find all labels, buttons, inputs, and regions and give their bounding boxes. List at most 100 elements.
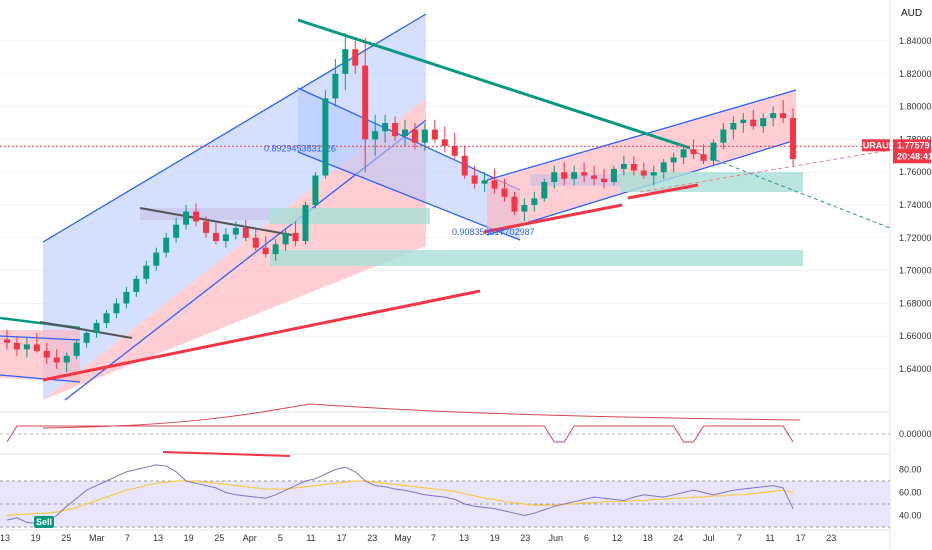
candle-body — [83, 332, 90, 343]
candle-body — [411, 129, 418, 143]
candle-body — [660, 162, 667, 173]
channel-red-fill — [43, 98, 426, 400]
x-tick-label: 13 — [0, 533, 10, 543]
candle-body — [212, 232, 219, 242]
candle-body — [670, 157, 677, 163]
left-upper-line — [0, 335, 81, 341]
candle-body — [332, 73, 339, 99]
candle-body — [780, 113, 787, 119]
candle-body — [302, 205, 309, 242]
y-tick-label: 1.76000 — [899, 167, 932, 177]
rsi-line — [6, 464, 794, 525]
x-tick-label: 23 — [367, 533, 377, 543]
sell-signal-badge — [34, 516, 54, 528]
candle-body — [13, 342, 20, 350]
candle-body — [203, 221, 209, 233]
candle-body — [143, 265, 150, 279]
candle-body — [541, 182, 548, 199]
candle-body — [272, 244, 279, 255]
candle-body — [402, 129, 408, 137]
candle-body — [242, 227, 249, 238]
fib-label: 0.908350017702987 — [452, 227, 535, 237]
trendline-dashed-teal — [689, 149, 891, 229]
candle-body — [362, 65, 369, 140]
candle-body — [372, 131, 379, 140]
rsi-tick-label: 40.00 — [899, 511, 922, 521]
x-tick-label: Jun — [549, 533, 564, 543]
candle-body — [23, 344, 30, 350]
left-lower-line — [0, 374, 81, 383]
candle-body — [173, 224, 180, 238]
candle-body — [73, 342, 80, 356]
candle-body — [431, 129, 438, 140]
candle-body — [133, 278, 140, 292]
candle-body — [601, 178, 607, 183]
x-tick-label: 7 — [125, 533, 130, 543]
x-tick-label: 13 — [459, 533, 469, 543]
x-tick-label: 19 — [490, 533, 500, 543]
x-tick-label: 11 — [765, 533, 774, 543]
rsi-divergence-line — [162, 451, 291, 457]
x-tick-label: 25 — [61, 533, 71, 543]
candle-body — [103, 313, 110, 324]
candle-body — [700, 154, 707, 161]
x-tick-label: 7 — [737, 533, 742, 543]
candle-body — [471, 175, 478, 184]
candle-body — [561, 172, 568, 179]
candle-body — [710, 142, 717, 161]
candle-body — [392, 123, 399, 137]
candle-body — [252, 237, 259, 248]
trendline-red-long — [42, 289, 481, 382]
trendline-red-right — [627, 183, 699, 200]
candle-body — [521, 205, 528, 212]
candle-body — [53, 357, 60, 363]
candle-body — [720, 129, 727, 143]
candle-body — [183, 211, 190, 225]
candle-body — [282, 232, 289, 245]
candle-body — [342, 49, 349, 74]
x-tick-label: 12 — [612, 533, 622, 543]
x-tick-label: 5 — [278, 533, 283, 543]
candle-body — [571, 172, 578, 179]
candle-body — [551, 172, 558, 183]
candle-body — [770, 113, 777, 119]
candle-body — [760, 118, 767, 127]
candle-body — [620, 164, 627, 169]
falling-lower-line — [297, 151, 521, 241]
candle-body — [163, 237, 170, 253]
zone-teal-3 — [620, 172, 803, 192]
sell-signal-label: Sell — [36, 517, 52, 527]
candle-body — [491, 180, 498, 189]
x-tick-label: 25 — [214, 533, 224, 543]
candle-body — [730, 123, 737, 130]
candle-body — [531, 198, 538, 205]
x-tick-label: Mar — [89, 533, 105, 543]
rsi-tick-label: 60.00 — [899, 488, 922, 498]
candle-body — [680, 149, 687, 158]
candle-body — [441, 139, 448, 146]
x-tick-label: 18 — [643, 533, 653, 543]
channel-upper-line — [42, 13, 427, 243]
rsi-ma-line — [6, 480, 794, 517]
candle-body — [123, 291, 130, 304]
x-tick-label: 23 — [520, 533, 530, 543]
zone-teal-1 — [270, 208, 430, 224]
falling-channel-fill — [298, 88, 520, 240]
osc-line — [6, 425, 794, 443]
candle-body — [33, 344, 40, 351]
y-tick-label: 1.74000 — [899, 200, 932, 210]
candle-body — [113, 303, 120, 314]
candle-body — [640, 170, 647, 176]
y-tick-label: 1.84000 — [899, 36, 932, 46]
y-tick-label: 1.64000 — [899, 364, 932, 374]
x-tick-label: Jul — [703, 533, 715, 543]
x-tick-label: 13 — [153, 533, 163, 543]
trendline-grey-left — [39, 321, 133, 339]
x-tick-label: 23 — [826, 533, 836, 543]
currency-label: AUD — [901, 8, 923, 19]
trendline-red-mid — [483, 203, 623, 234]
y-tick-label: 1.72000 — [899, 233, 932, 243]
candle-body — [750, 119, 757, 127]
candle-body — [581, 172, 588, 176]
